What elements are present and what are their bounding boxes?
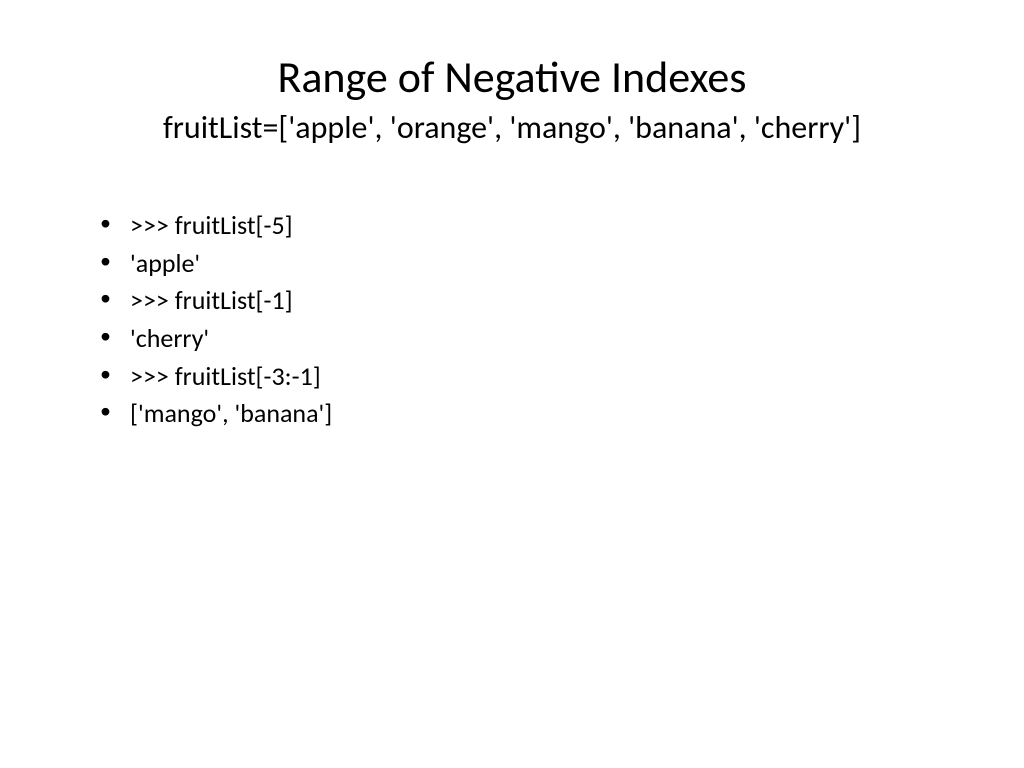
list-item: 'apple' [100, 245, 954, 283]
list-item: >>> fruitList[-5] [100, 207, 954, 245]
bullet-list: >>> fruitList[-5] 'apple' >>> fruitList[… [70, 207, 954, 433]
slide-subtitle: fruitList=['apple', 'orange', 'mango', '… [70, 108, 954, 147]
list-item: ['mango', 'banana'] [100, 395, 954, 433]
list-item: >>> fruitList[-1] [100, 282, 954, 320]
list-item: >>> fruitList[-3:-1] [100, 358, 954, 396]
list-item: 'cherry' [100, 320, 954, 358]
slide-title: Range of Negative Indexes [70, 50, 954, 104]
